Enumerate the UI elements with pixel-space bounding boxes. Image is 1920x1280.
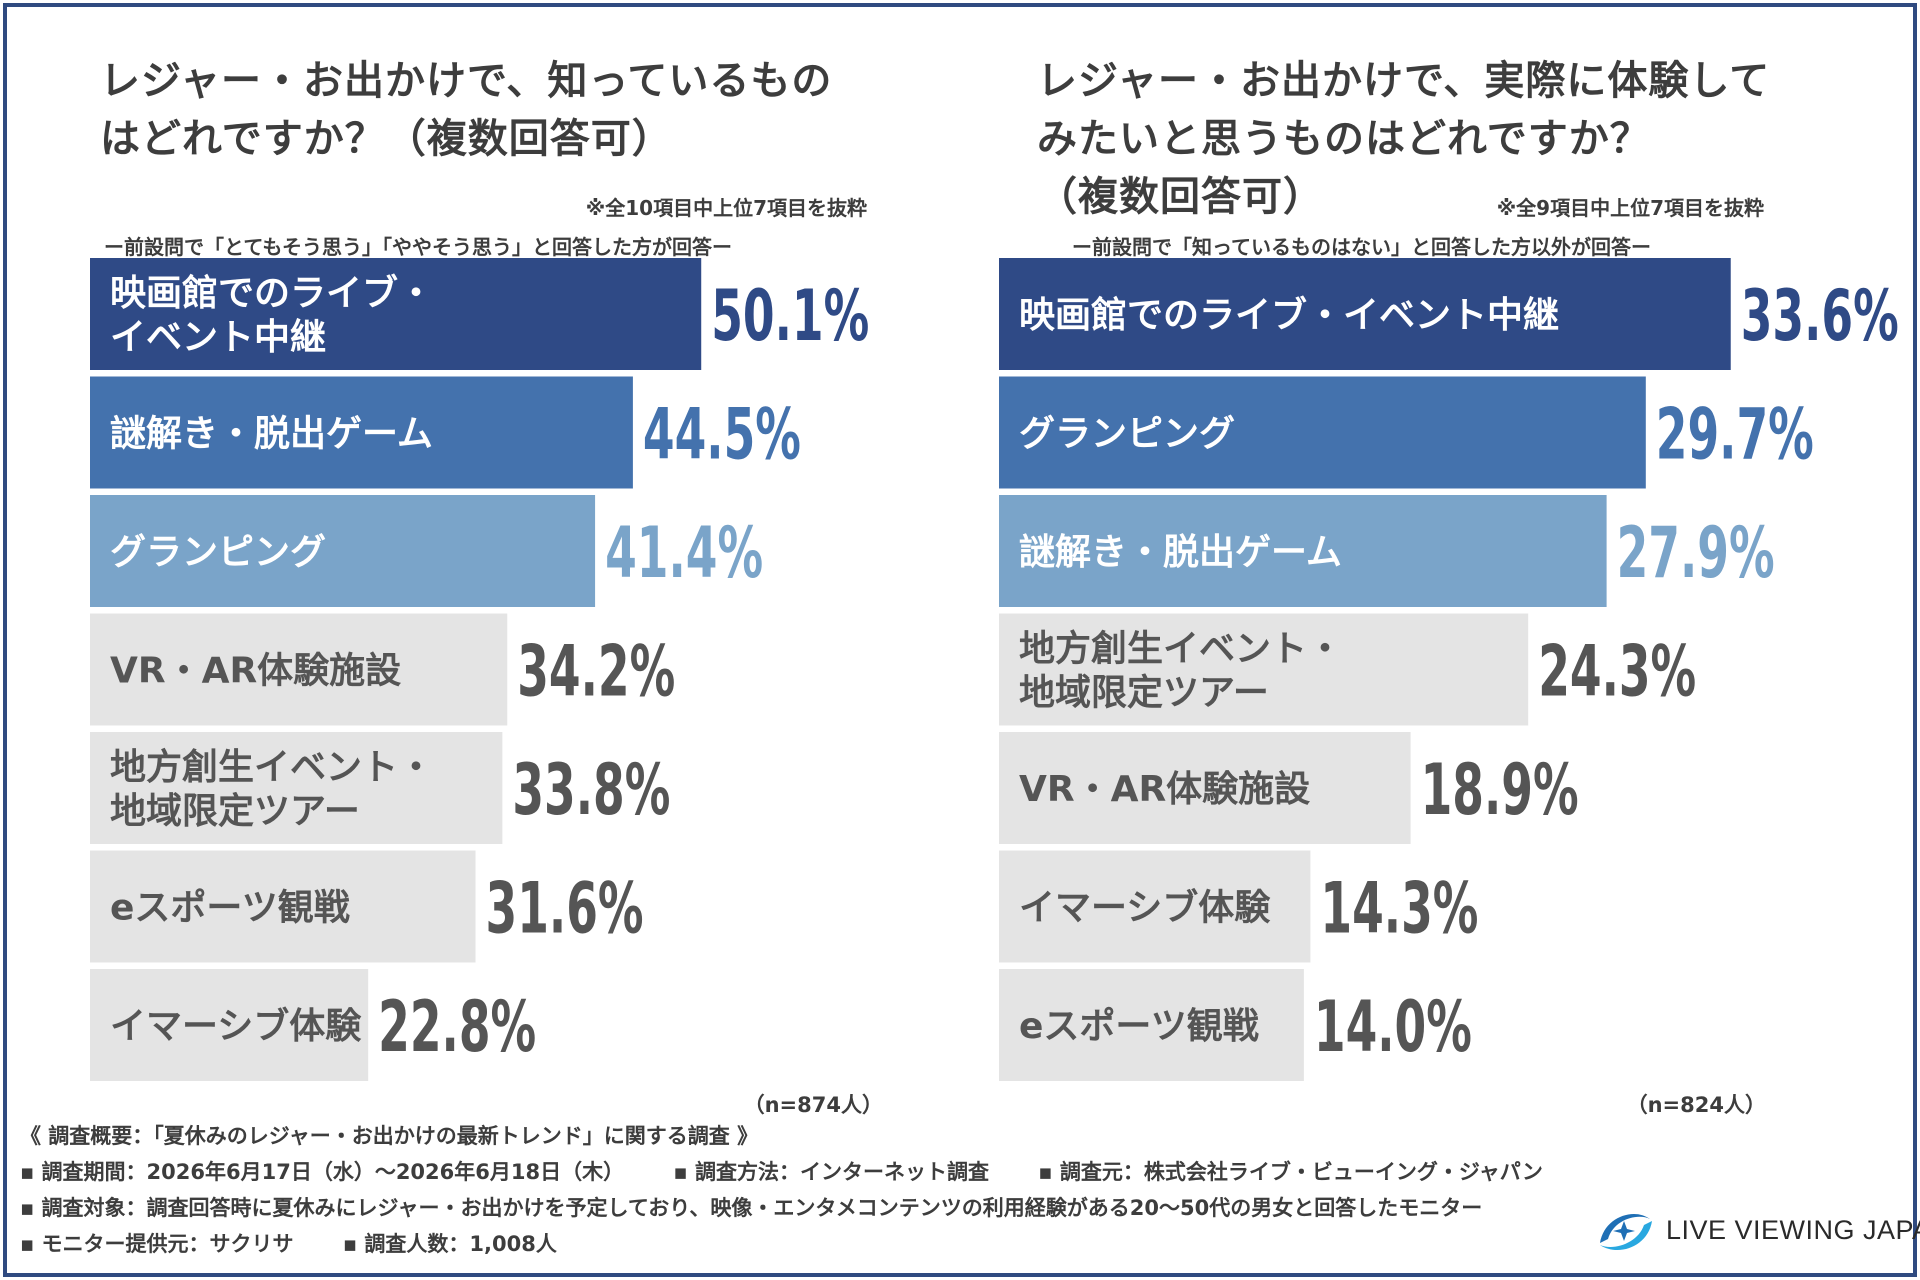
bar-4 bbox=[999, 613, 1529, 726]
right-note-extract: ※全9項目中上位7項目を抜粋 bbox=[1496, 196, 1764, 220]
bar-value-1: 33.6% bbox=[1741, 275, 1899, 357]
bar-label-3: グランピング bbox=[110, 532, 326, 573]
right-title-line2: みたいと思うものはどれですか？ bbox=[1037, 116, 1651, 162]
bar-value-5: 18.9% bbox=[1421, 749, 1579, 831]
bar-6 bbox=[999, 850, 1311, 963]
live-viewing-japan-logo: LIVE VIEWING JAPAN bbox=[1590, 1203, 1920, 1259]
bar-5 bbox=[999, 732, 1411, 844]
right-title-line1: レジャー・お出かけで、実際に体験して bbox=[1037, 58, 1771, 104]
logo-text: LIVE VIEWING JAPAN bbox=[1666, 1215, 1920, 1245]
bar-label-2: 謎解き・脱出ゲーム bbox=[110, 414, 433, 455]
bar-group-1: 映画館でのライブ・イベント中継 33.6% bbox=[999, 258, 1899, 370]
left-note-condition: ー前設問で「とてもそう思う」「ややそう思う」と回答した方が回答ー bbox=[104, 235, 732, 259]
bar-group-3: 謎解き・脱出ゲーム 27.9% bbox=[999, 495, 1775, 607]
bar-6 bbox=[90, 850, 476, 963]
bar-4 bbox=[90, 613, 508, 726]
bar-2 bbox=[90, 376, 633, 489]
right-sample-size: （n=824人） bbox=[1626, 1093, 1766, 1117]
right-note-condition: ー前設問で「知っているものはない」と回答した方以外が回答ー bbox=[1072, 235, 1651, 259]
bar-label-4: VR・AR体験施設 bbox=[110, 651, 401, 692]
bar-value-2: 29.7% bbox=[1656, 394, 1814, 476]
bar-group-3: グランピング 41.4% bbox=[90, 495, 763, 607]
bar-label-7: イマーシブ体験 bbox=[110, 1005, 362, 1047]
bar-1 bbox=[999, 258, 1731, 370]
bar-value-3: 41.4% bbox=[605, 512, 763, 594]
survey-source: ▪ 調査元：株式会社ライブ・ビューイング・ジャパン bbox=[1038, 1160, 1543, 1184]
survey-overview-row1: ▪ 調査期間：2026年6月17日（水）～2026年6月18日（木） ▪ 調査方… bbox=[20, 1154, 1580, 1190]
bar-value-4: 34.2% bbox=[517, 631, 675, 713]
survey-count: ▪ 調査人数：1,008人 bbox=[342, 1232, 557, 1256]
bar-3 bbox=[999, 495, 1607, 607]
survey-period: ▪ 調査期間：2026年6月17日（水）～2026年6月18日（木） bbox=[20, 1160, 625, 1184]
left-title-line1: レジャー・お出かけで、知っているもの bbox=[100, 58, 833, 104]
bar-group-7: イマーシブ体験 22.8% bbox=[90, 969, 536, 1081]
bar-5 bbox=[90, 732, 503, 844]
bar-value-6: 31.6% bbox=[486, 868, 644, 950]
bar-value-4: 24.3% bbox=[1538, 631, 1696, 713]
survey-target: ▪ 調査対象：調査回答時に夏休みにレジャー・お出かけを予定しており、映像・エンタ… bbox=[20, 1196, 1483, 1220]
bar-group-5: 地方創生イベント・地域限定ツアー 33.8% bbox=[90, 732, 670, 844]
survey-overview: 《 調査概要：「夏休みのレジャー・お出かけの最新トレンド」に関する調査 》 ▪ … bbox=[20, 1118, 1580, 1262]
bar-value-7: 14.0% bbox=[1314, 986, 1472, 1068]
bar-label-3: 謎解き・脱出ゲーム bbox=[1019, 532, 1342, 573]
right-panel: レジャー・お出かけで、実際に体験して みたいと思うものはどれですか？ （複数回答… bbox=[960, 0, 1920, 1117]
right-bar-chart: 映画館でのライブ・イベント中継 33.6% グランピング 29.7% 謎解き・脱出ゲーム… bbox=[999, 258, 1899, 1081]
bar-group-2: グランピング 29.7% bbox=[999, 376, 1814, 489]
bar-value-1: 50.1% bbox=[711, 275, 869, 357]
bar-7 bbox=[90, 969, 369, 1081]
bar-value-5: 33.8% bbox=[512, 749, 670, 831]
bar-7 bbox=[999, 969, 1304, 1081]
bar-value-7: 22.8% bbox=[378, 986, 536, 1068]
bar-group-6: eスポーツ観戦 31.6% bbox=[90, 850, 644, 963]
bar-2 bbox=[999, 376, 1646, 489]
bar-3 bbox=[90, 495, 596, 607]
bar-label-1: 映画館でのライブ・イベント中継 bbox=[1019, 294, 1559, 336]
bar-label-5: 地方創生イベント・地域限定ツアー bbox=[110, 747, 434, 832]
bar-label-1: 映画館でのライブ・イベント中継 bbox=[110, 272, 434, 358]
bar-label-6: eスポーツ観戦 bbox=[110, 887, 350, 929]
left-note-extract: ※全10項目中上位7項目を抜粋 bbox=[585, 196, 867, 220]
right-question-title: レジャー・お出かけで、実際に体験して みたいと思うものはどれですか？ （複数回答… bbox=[1037, 52, 1770, 226]
right-title-line3: （複数回答可） bbox=[1037, 174, 1324, 220]
left-panel: レジャー・お出かけで、知っているもの はどれですか？（複数回答可） ※全10項目… bbox=[0, 0, 960, 1117]
survey-provider: ▪ モニター提供元：サクリサ bbox=[20, 1232, 294, 1256]
bar-label-4: 地方創生イベント・地域限定ツアー bbox=[1019, 629, 1343, 714]
left-question-title: レジャー・お出かけで、知っているもの はどれですか？（複数回答可） bbox=[100, 52, 832, 168]
bar-label-7: eスポーツ観戦 bbox=[1019, 1005, 1259, 1047]
bar-1 bbox=[90, 258, 702, 370]
bar-group-6: イマーシブ体験 14.3% bbox=[999, 850, 1478, 963]
bar-group-7: eスポーツ観戦 14.0% bbox=[999, 969, 1472, 1081]
bar-group-2: 謎解き・脱出ゲーム 44.5% bbox=[90, 376, 801, 489]
bar-value-6: 14.3% bbox=[1320, 868, 1478, 950]
bar-group-4: VR・AR体験施設 34.2% bbox=[90, 613, 675, 726]
bar-group-5: VR・AR体験施設 18.9% bbox=[999, 732, 1579, 844]
survey-overview-title: 《 調査概要：「夏休みのレジャー・お出かけの最新トレンド」に関する調査 》 bbox=[20, 1124, 759, 1148]
left-sample-size: （n=874人） bbox=[743, 1093, 883, 1117]
survey-method: ▪ 調査方法：インターネット調査 bbox=[673, 1160, 989, 1184]
bar-label-5: VR・AR体験施設 bbox=[1019, 769, 1310, 810]
bar-value-2: 44.5% bbox=[643, 394, 801, 476]
bar-group-4: 地方創生イベント・地域限定ツアー 24.3% bbox=[999, 613, 1696, 726]
bar-value-3: 27.9% bbox=[1617, 512, 1775, 594]
left-title-line2: はどれですか？（複数回答可） bbox=[100, 116, 673, 162]
left-bar-chart: 映画館でのライブ・イベント中継 50.1% 謎解き・脱出ゲーム 44.5% グランピング… bbox=[90, 258, 869, 1081]
bar-label-2: グランピング bbox=[1019, 414, 1235, 455]
logo-mark-icon bbox=[1600, 1213, 1652, 1251]
image-frame bbox=[3, 3, 1917, 1277]
survey-overview-row3: ▪ モニター提供元：サクリサ ▪ 調査人数：1,008人 bbox=[20, 1226, 1580, 1262]
bar-group-1: 映画館でのライブ・イベント中継 50.1% bbox=[90, 258, 869, 370]
bar-label-6: イマーシブ体験 bbox=[1019, 887, 1271, 929]
